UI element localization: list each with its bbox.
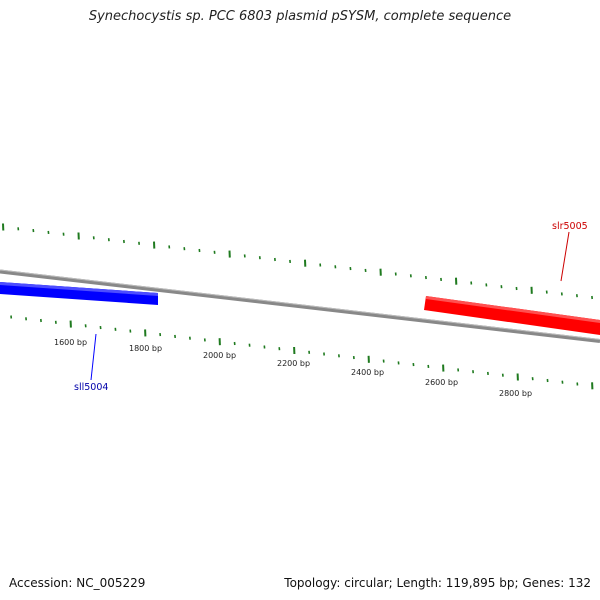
sequence-summary: Topology: circular; Length: 119,895 bp; … [284,576,591,590]
tick-label-1800: 1800 bp [129,344,162,353]
gene-sll5004[interactable]: sll5004 [0,282,158,393]
map-title: Synechocystis sp. PCC 6803 plasmid pSYSM… [88,9,512,24]
tick-label-2800: 2800 bp [499,389,532,398]
plasmid-backbone [0,269,600,343]
tick-label-2600: 2600 bp [425,378,458,387]
accession-text: Accession: NC_005229 [9,576,146,590]
gene-slr5005-leader [560,231,570,282]
tick-label-2200: 2200 bp [277,359,310,368]
gene-slr5005[interactable]: slr5005 [424,221,600,335]
inner-tick-track [10,315,594,390]
gene-sll5004-leader [90,333,97,381]
plasmid-backbone-highlight [0,269,600,340]
gene-slr5005-highlight [426,296,600,323]
tick-label-1600: 1600 bp [54,338,87,347]
gene-slr5005-feature[interactable] [424,296,600,335]
tick-label-2400: 2400 bp [351,368,384,377]
gene-sll5004-label[interactable]: sll5004 [74,382,108,393]
gene-sll5004-highlight [0,282,158,296]
gene-slr5005-label[interactable]: slr5005 [552,221,588,232]
tick-label-2000: 2000 bp [203,351,236,360]
outer-tick-track [2,223,593,300]
